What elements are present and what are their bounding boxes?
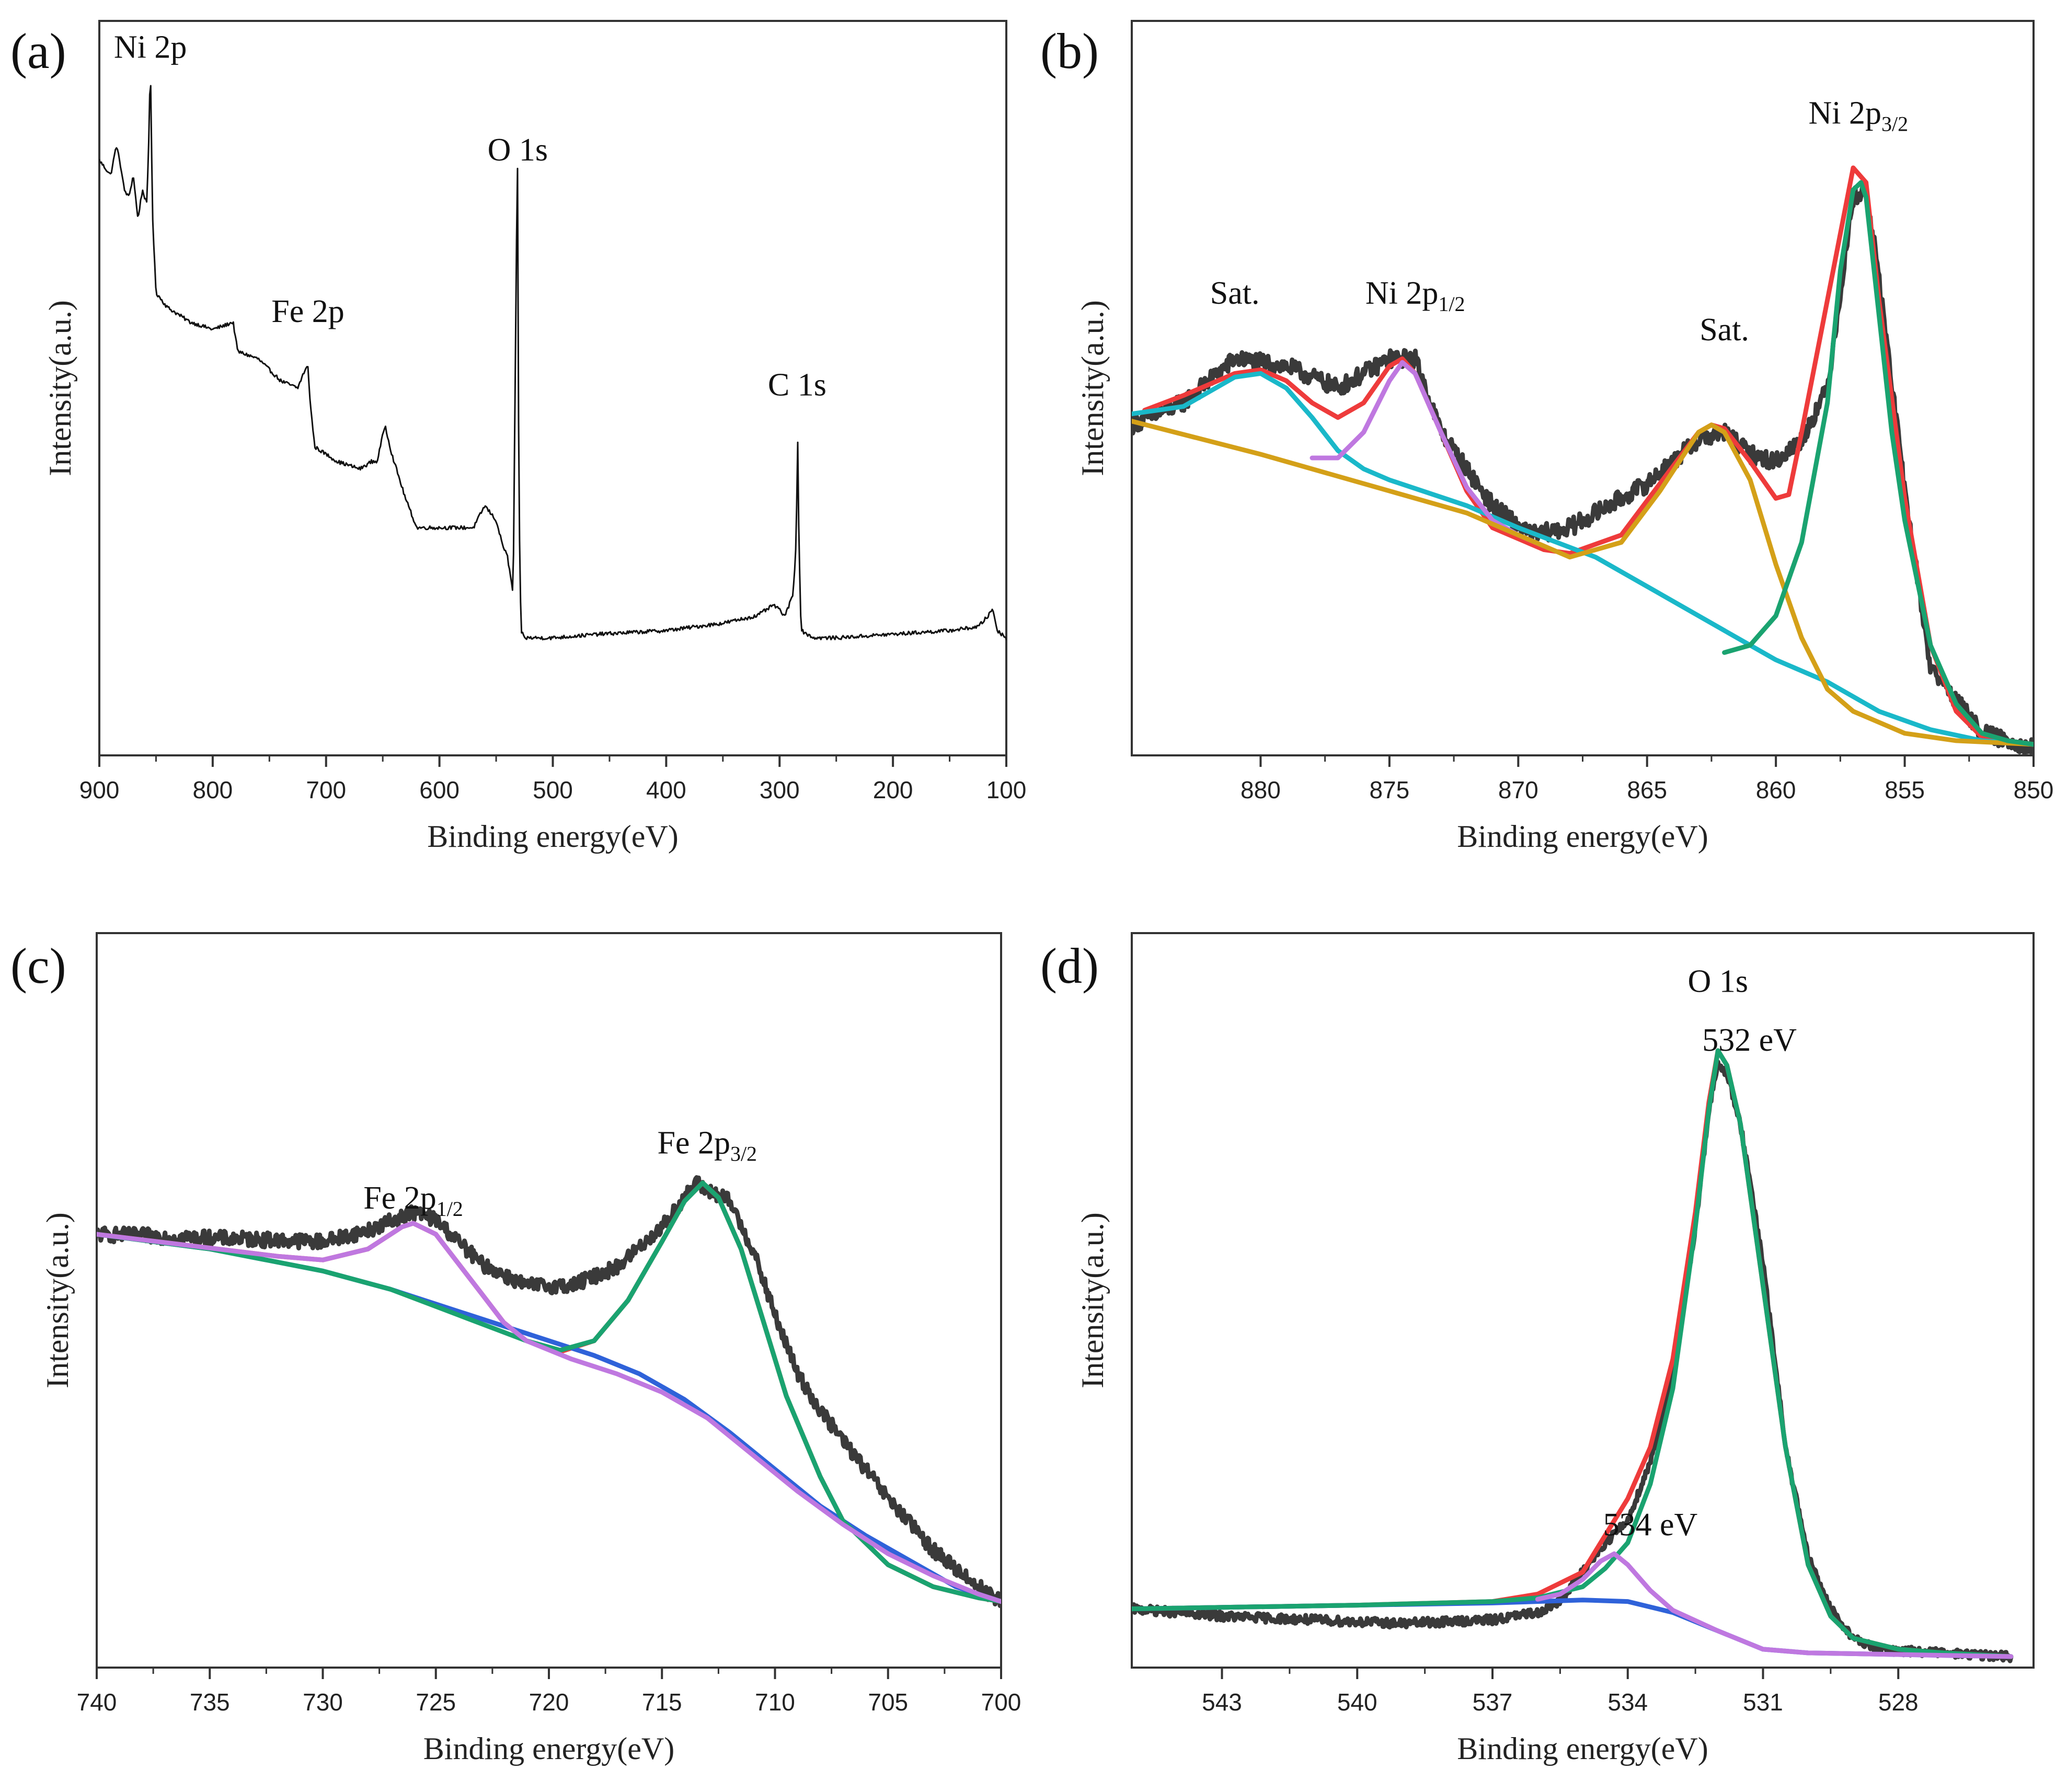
- x-tick-label: 730: [303, 1688, 343, 1716]
- x-tick-label: 543: [1202, 1688, 1242, 1716]
- x-tick-label: 540: [1337, 1688, 1377, 1716]
- plot-frame-a: [98, 20, 1007, 756]
- x-axis-title-b: Binding energy(eV): [1457, 819, 1708, 854]
- peak-annotation: Sat.: [1699, 312, 1749, 348]
- x-tick-label: 740: [77, 1688, 117, 1716]
- x-tick-label: 860: [1756, 776, 1796, 803]
- y-axis-title-c: Intensity(a.u.): [40, 1212, 75, 1388]
- x-tick-label: 705: [868, 1688, 908, 1716]
- series-line-envelope: [1142, 165, 2034, 747]
- x-axis-title-c: Binding energy(eV): [423, 1731, 674, 1766]
- x-tick-label: 534: [1607, 1688, 1648, 1716]
- x-tick-label: 600: [419, 776, 460, 803]
- x-axis-title-a: Binding energy(eV): [427, 819, 678, 854]
- series-line-survey: [99, 85, 1006, 641]
- peak-annotation: Fe 2p: [271, 294, 344, 329]
- series-line-sat-862-ev: [1132, 419, 2034, 747]
- x-tick-label: 725: [416, 1688, 456, 1716]
- series-line-fe-2p3-2: [97, 1180, 1001, 1604]
- x-tick-label: 900: [79, 776, 120, 803]
- peak-annotation: O 1s: [1688, 963, 1748, 999]
- x-tick-label: 715: [642, 1688, 682, 1716]
- x-tick-label: 735: [190, 1688, 230, 1716]
- panel-label-d: (d): [1040, 938, 1099, 994]
- x-tick-label: 865: [1627, 776, 1667, 803]
- series-line-raw: [97, 1175, 1001, 1609]
- peak-annotation: Ni 2p: [114, 29, 187, 65]
- x-tick-label: 700: [306, 776, 346, 803]
- x-tick-label: 300: [760, 776, 800, 803]
- panel-label-a: (a): [10, 23, 66, 79]
- peak-annotation: Fe 2p3/2: [657, 1125, 757, 1166]
- x-tick-label: 400: [646, 776, 686, 803]
- plot-frame-d: [1131, 932, 2035, 1669]
- panel-label-b: (b): [1040, 23, 1099, 79]
- peak-annotation: C 1s: [768, 367, 826, 403]
- x-tick-label: 880: [1241, 776, 1281, 803]
- x-tick-label: 870: [1498, 776, 1538, 803]
- x-tick-label: 100: [986, 776, 1027, 803]
- series-line-envelope: [1132, 1048, 2014, 1659]
- peak-annotation: Ni 2p3/2: [1809, 96, 1909, 136]
- series-line-raw: [1132, 1060, 2014, 1663]
- x-axis-title-d: Binding energy(eV): [1457, 1731, 1708, 1766]
- chart-panel-d: (d) 543 540 537 534 531 528 Binding energy(eV) I…: [1040, 932, 2035, 1766]
- series-line-fe-2p1-2: [97, 1221, 1001, 1604]
- x-tick-label: 500: [533, 776, 573, 803]
- x-tick-label: 850: [2014, 776, 2054, 803]
- x-tick-label: 700: [981, 1688, 1021, 1716]
- series-line-sat-880-ev: [1132, 371, 2034, 747]
- peak-annotation: Fe 2p1/2: [363, 1180, 463, 1221]
- chart-panel-a: (a) 900 800 700 600 500 400 300 200 100 Binding en…: [10, 20, 1027, 854]
- series-line-ni-2p3-2: [1722, 180, 2034, 747]
- y-axis-title-a: Intensity(a.u.): [43, 300, 77, 476]
- plot-frame-c: [96, 932, 1002, 1669]
- y-axis-title-b: Intensity(a.u.): [1075, 300, 1110, 476]
- x-tick-label: 531: [1743, 1688, 1783, 1716]
- x-tick-label: 800: [193, 776, 233, 803]
- series-line-532-ev: [1132, 1048, 2014, 1659]
- series-line-534-ev: [1535, 1551, 2014, 1659]
- peak-annotation: 532 eV: [1702, 1023, 1797, 1058]
- chart-panel-c: (c) 740 735 730 725 720 715 710 705 700 Binding en…: [10, 932, 1021, 1766]
- y-axis-title-d: Intensity(a.u.): [1075, 1212, 1110, 1388]
- panel-label-c: (c): [10, 938, 66, 994]
- x-tick-label: 720: [529, 1688, 569, 1716]
- chart-panel-b: (b) 880 875 870 865 860 855 850 Binding energy(e…: [1040, 20, 2054, 854]
- peak-annotation: O 1s: [488, 132, 548, 168]
- x-tick-label: 855: [1885, 776, 1925, 803]
- series-line-raw: [1132, 182, 2034, 755]
- x-tick-label: 710: [755, 1688, 795, 1716]
- x-tick-label: 875: [1369, 776, 1409, 803]
- peak-annotation: Sat.: [1210, 275, 1260, 311]
- x-tick-label: 537: [1473, 1688, 1513, 1716]
- peak-annotation: 534 eV: [1603, 1507, 1697, 1543]
- x-tick-label: 528: [1878, 1688, 1919, 1716]
- x-tick-label: 200: [873, 776, 913, 803]
- peak-annotation: Ni 2p1/2: [1365, 275, 1465, 316]
